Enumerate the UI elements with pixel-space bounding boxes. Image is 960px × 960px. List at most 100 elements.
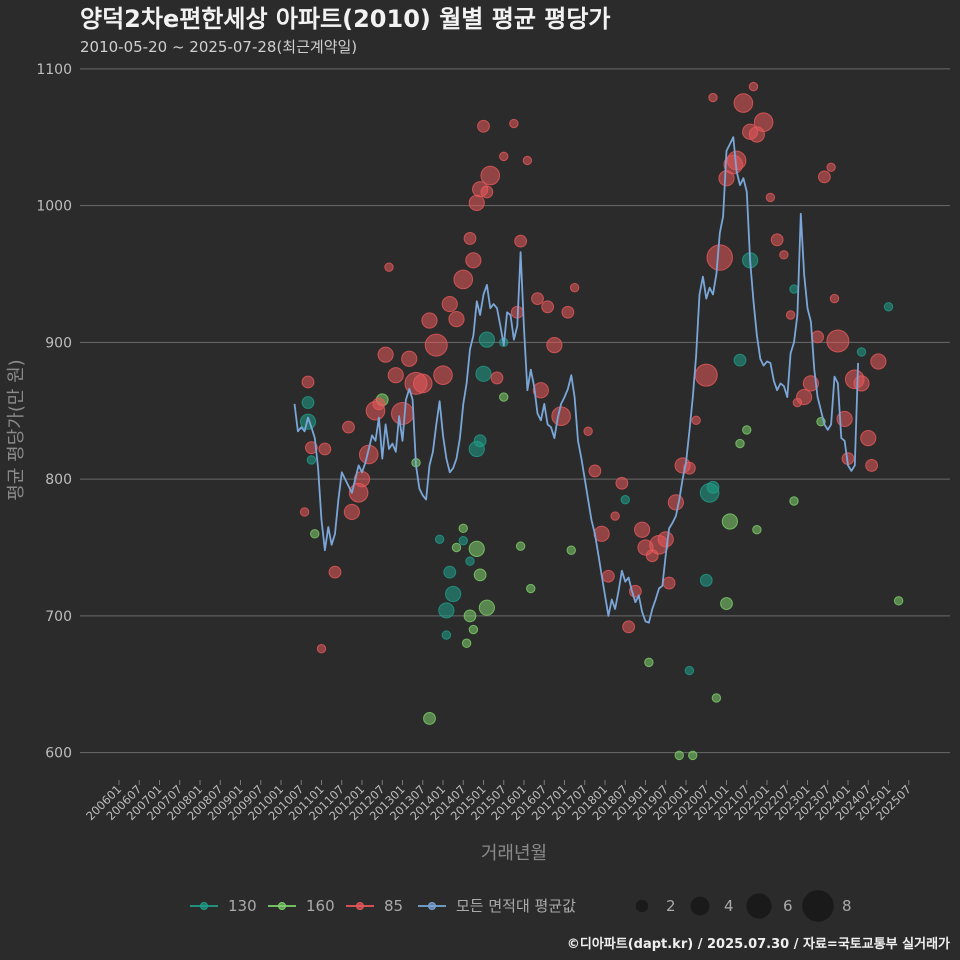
scatter-point (688, 750, 698, 761)
scatter-point (615, 476, 629, 490)
scatter-point (473, 434, 487, 448)
scatter-point (424, 333, 448, 357)
scatter-point (733, 93, 754, 113)
scatter-point (499, 151, 509, 162)
legend-size-label: 2 (666, 897, 676, 915)
scatter-point (699, 573, 713, 587)
scatter-point (785, 310, 796, 320)
scatter-point (468, 624, 479, 635)
legend-key-dot (200, 902, 208, 910)
scatter-points (299, 81, 904, 761)
scatter-point (465, 252, 482, 269)
scatter-point (865, 459, 879, 472)
scatter-point (515, 541, 526, 551)
grid-lines (80, 68, 950, 754)
y-tick-label: 1100 (36, 62, 72, 78)
scatter-point (662, 576, 676, 590)
scatter-point (301, 375, 315, 389)
scatter-point (445, 585, 462, 603)
scatter-point (473, 568, 487, 582)
scatter-point (477, 119, 490, 133)
scatter-point (490, 371, 504, 385)
scatter-point (829, 293, 840, 304)
scatter-point (779, 250, 789, 260)
scatter-point (644, 657, 654, 668)
scatter-point (441, 295, 458, 313)
scatter-point (434, 534, 445, 544)
scatter-point (301, 396, 315, 409)
scatter-point (401, 350, 418, 367)
scatter-point (478, 599, 495, 616)
average-line-path (293, 136, 859, 624)
scatter-point (657, 531, 674, 548)
scatter-point (826, 162, 836, 173)
scatter-point (458, 523, 468, 534)
scatter-point (468, 194, 485, 211)
scatter-point (468, 540, 485, 557)
scatter-point (499, 392, 509, 402)
legend-size-label: 6 (783, 897, 793, 915)
scatter-point (438, 602, 455, 619)
scatter-point (684, 665, 695, 676)
scatter-point (372, 397, 386, 411)
y-tick-labels: 600 700 800 900 1000 1100 (36, 62, 72, 762)
scatter-point (306, 455, 317, 465)
y-tick-label: 800 (45, 472, 72, 488)
x-axis-label: 거래년월 (481, 843, 547, 864)
scatter-point (853, 375, 870, 392)
scatter-point (316, 644, 327, 654)
scatter-point (448, 311, 465, 328)
scatter-point (694, 363, 718, 387)
legend-label: 85 (384, 897, 403, 915)
scatter-point (304, 441, 318, 455)
scatter-point (588, 464, 602, 478)
legend-label: 130 (228, 897, 257, 915)
scatter-point (860, 429, 877, 447)
scatter-point (811, 330, 825, 344)
scatter-point (531, 292, 544, 305)
scatter-point (480, 185, 494, 199)
scatter-point (465, 556, 475, 566)
legend-key-dot (428, 902, 436, 910)
scatter-point (328, 565, 342, 579)
scatter-point (708, 92, 718, 103)
scatter-point (412, 373, 433, 394)
scatter-point (634, 521, 651, 538)
scatter-point (377, 346, 394, 363)
scatter-point (458, 535, 468, 546)
scatter-point (752, 525, 762, 535)
scatter-point (735, 438, 745, 449)
scatter-point (532, 382, 549, 399)
scatter-point (343, 503, 360, 521)
scatter-point (753, 112, 774, 132)
scatter-point (453, 269, 474, 290)
scatter-point (522, 155, 533, 166)
scatter-point (856, 347, 867, 357)
scatter-point (421, 312, 438, 329)
legend-size-dot (746, 893, 772, 919)
scatter-point (463, 609, 477, 623)
scatter-point (423, 712, 436, 725)
scatter-point (620, 494, 630, 505)
average-line (293, 136, 859, 624)
scatter-point (733, 353, 747, 367)
scatter-point (566, 545, 576, 555)
scatter-point (569, 282, 580, 293)
scatter-point (674, 750, 684, 761)
scatter-point (463, 232, 477, 245)
scatter-point (433, 365, 453, 385)
legend-size-dot (690, 896, 710, 916)
legend-size-label: 8 (842, 897, 852, 915)
legend-key-dot (356, 902, 364, 910)
scatter-point (541, 300, 555, 314)
credit-text: ©디아파트(dapt.kr) / 2025.07.30 / 자료=국토교통부 실… (567, 936, 950, 952)
scatter-point (765, 192, 776, 203)
scatter-point (622, 620, 636, 634)
legend-label: 160 (306, 897, 335, 915)
scatter-point (387, 367, 404, 384)
scatter-point (610, 511, 620, 521)
scatter-point (583, 426, 593, 436)
scatter-point (391, 401, 414, 425)
legend-key-dot (278, 902, 286, 910)
